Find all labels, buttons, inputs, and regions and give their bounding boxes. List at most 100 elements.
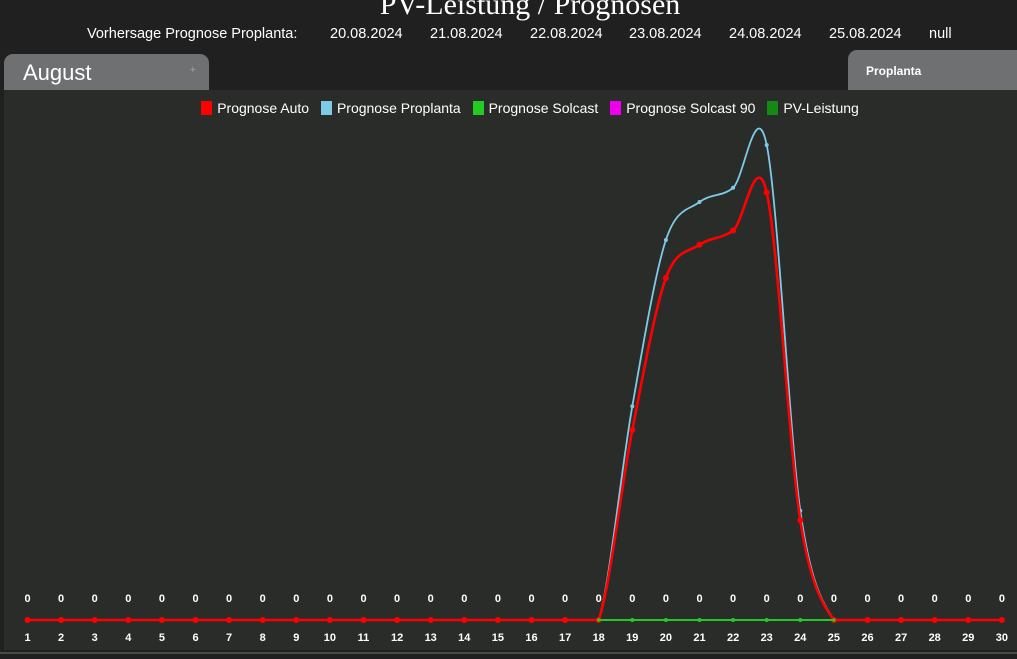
x-tick-label: 22 [727,632,739,644]
data-point-prognose-auto [360,617,367,623]
data-point-solcast-segment [630,618,635,622]
data-point-prognose-auto [797,517,804,524]
data-point-prognose-auto [998,617,1005,623]
data-label: 0 [797,593,803,605]
data-label: 0 [495,593,501,605]
data-point-prognose-auto [293,617,300,623]
data-point-prognose-auto [427,617,434,623]
data-label: 0 [528,593,534,605]
x-tick-label: 13 [425,632,437,644]
x-tick-label: 5 [159,632,165,644]
tab-august[interactable]: August + [4,54,209,90]
data-point-prognose-auto [629,427,636,433]
legend-item-prognose-solcast-90[interactable]: Prognose Solcast 90 [610,100,755,116]
x-tick-label: 2 [58,632,64,644]
legend-swatch [472,101,484,115]
plus-icon[interactable]: + [189,64,196,76]
data-label: 0 [58,593,64,605]
forecast-date: 20.08.2024 [330,26,403,42]
forecast-date: 24.08.2024 [729,26,802,42]
x-tick-label: 7 [226,632,232,644]
data-point-prognose-auto [58,617,65,623]
data-point-prognose-proplanta [697,200,702,204]
data-label: 0 [192,593,198,605]
data-point-prognose-auto [965,617,972,623]
data-point-prognose-auto [326,617,333,623]
data-label: 0 [629,593,635,605]
x-tick-label: 11 [358,632,370,644]
legend-item-pv-leistung[interactable]: PV-Leistung [767,100,859,116]
legend-label: Prognose Solcast [488,100,599,116]
series-line-prognose-proplanta [27,127,1002,621]
x-tick-label: 12 [391,632,403,644]
data-label: 0 [764,593,770,605]
forecast-date: 25.08.2024 [829,26,902,42]
forecast-row: Vorhersage Prognose Proplanta: 20.08.202… [0,24,1017,46]
x-tick-label: 10 [324,632,336,644]
chart-panel [4,90,1017,650]
series-line-prognose-auto [27,176,1002,622]
data-label: 0 [394,593,400,605]
data-point-prognose-auto [931,617,938,623]
legend-swatch [610,101,622,115]
forecast-date: null [929,26,952,42]
x-tick-label: 21 [693,632,705,644]
data-point-prognose-auto [662,275,669,281]
legend-label: Prognose Solcast 90 [626,100,756,116]
x-tick-label: 17 [559,632,571,644]
forecast-date: 21.08.2024 [430,26,503,42]
forecast-date: 22.08.2024 [530,26,603,42]
x-tick-label: 14 [458,632,471,644]
data-point-prognose-proplanta [764,143,769,147]
data-point-prognose-auto [91,617,98,623]
data-point-prognose-auto [763,189,770,196]
forecast-date: 23.08.2024 [629,26,702,42]
data-label: 0 [24,593,30,605]
data-point-prognose-proplanta [663,238,668,242]
x-tick-label: 28 [929,632,941,644]
data-label: 0 [965,593,971,605]
data-point-prognose-auto [125,617,132,623]
data-point-prognose-auto [898,617,905,623]
legend-item-prognose-auto[interactable]: Prognose Auto [201,100,309,116]
data-label: 0 [92,593,98,605]
tab-proplanta-label: Proplanta [866,64,922,78]
data-point-prognose-auto [461,617,468,623]
data-point-prognose-auto [864,617,871,623]
data-label: 0 [831,593,837,605]
data-point-prognose-auto [494,617,501,623]
data-point-solcast-segment [697,618,702,622]
legend-label: Prognose Proplanta [336,100,461,116]
x-tick-label: 27 [895,632,907,644]
data-label: 0 [663,593,669,605]
data-point-prognose-auto [562,617,569,623]
x-tick-label: 25 [828,632,840,644]
legend-swatch [320,101,332,115]
data-point-prognose-auto [226,617,233,623]
x-tick-label: 24 [794,632,807,644]
data-point-prognose-auto [730,227,737,234]
data-label: 0 [461,593,467,605]
x-tick-label: 6 [192,632,198,644]
x-tick-label: 19 [626,632,638,644]
x-tick-label: 4 [125,632,132,644]
x-tick-label: 3 [92,632,98,644]
x-tick-label: 8 [260,632,266,644]
data-label: 0 [864,593,870,605]
data-point-prognose-auto [696,241,703,248]
legend-item-prognose-solcast[interactable]: Prognose Solcast [472,100,599,116]
legend-item-prognose-proplanta[interactable]: Prognose Proplanta [320,100,461,116]
tab-proplanta[interactable]: Proplanta [848,50,1017,90]
legend-swatch [201,101,213,115]
data-point-prognose-proplanta [731,185,736,190]
data-point-solcast-segment [731,618,735,622]
legend-swatch [767,101,779,115]
x-tick-label: 29 [962,632,974,644]
data-point-prognose-auto [24,617,31,623]
data-label: 0 [226,593,232,605]
x-tick-label: 1 [24,632,30,644]
data-label: 0 [696,593,702,605]
page-title: PV-Leistung / Prognosen [379,0,681,21]
x-tick-label: 16 [525,632,537,644]
